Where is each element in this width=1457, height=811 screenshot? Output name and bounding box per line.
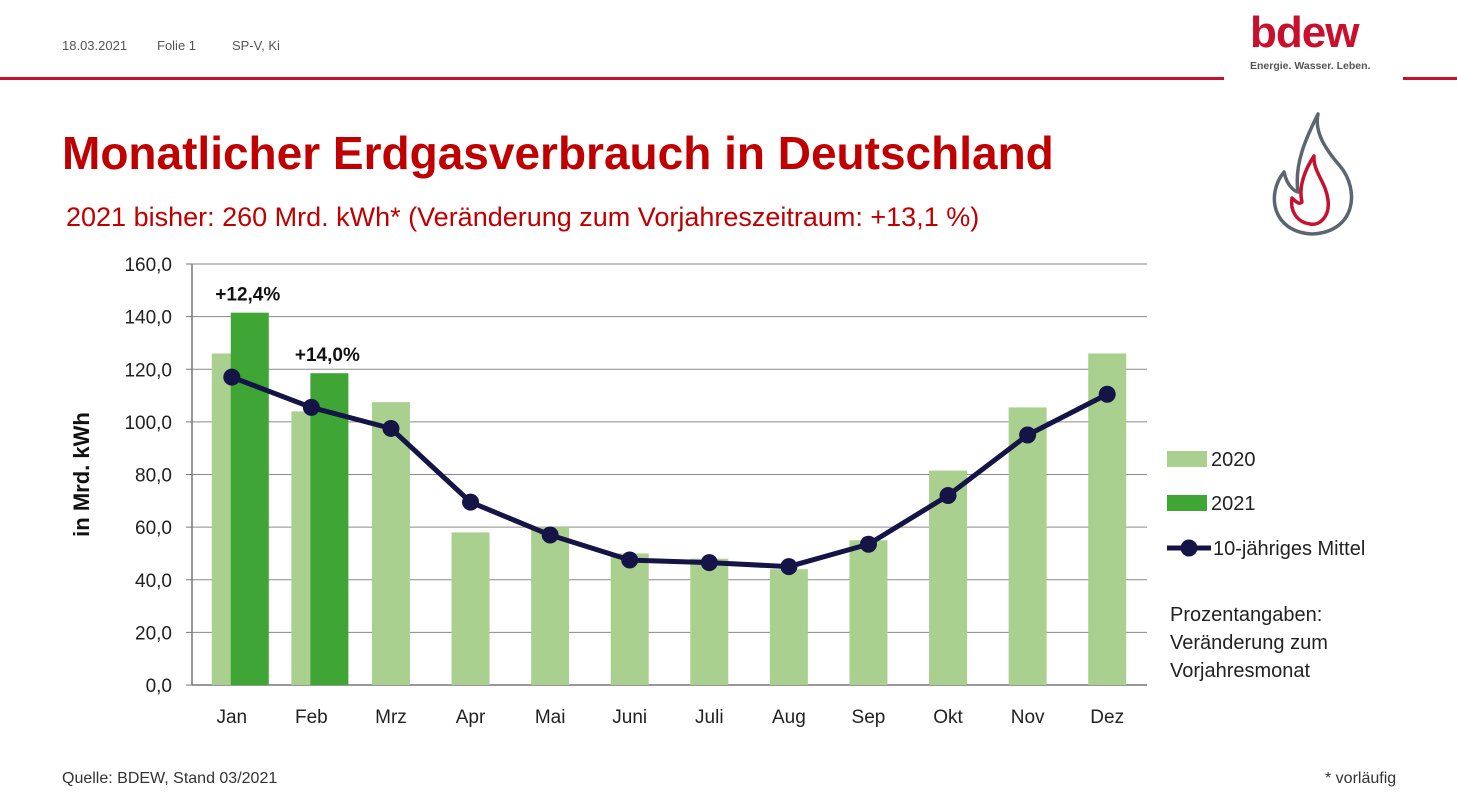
consumption-chart: 0,0 20,0 40,0 60,0 80,0 100,0 120,0 140,0 160,0 i… [69,255,1365,728]
bar-2021 [310,373,349,685]
bar-2020 [451,532,490,685]
legend-line-marker [1180,539,1198,557]
x-tick-label: Sep [852,707,886,728]
chart-grid [186,263,1147,686]
legend-label: 2021 [1211,493,1256,515]
note-line: Vorjahresmonat [1170,660,1311,682]
y-tick-label: 80,0 [135,466,172,487]
logo-tagline: Energie. Wasser. Leben. [1250,60,1371,72]
line-point [1019,426,1037,444]
line-point [382,419,400,437]
chart-bars [211,312,1127,685]
y-axis-title: in Mrd. kWh [69,412,94,537]
y-tick-label: 20,0 [135,623,172,644]
bar-2020 [531,527,570,685]
y-tick-label: 60,0 [135,518,172,539]
line-point [700,554,718,572]
bar-2020 [769,569,808,685]
line-point [223,368,241,386]
chart-line [223,368,1116,576]
bar-2020 [610,553,649,685]
y-tick-label: 140,0 [124,308,172,329]
y-tick-label: 40,0 [135,571,172,592]
page-subtitle: 2021 bisher: 260 Mrd. kWh* (Veränderung … [66,202,980,232]
x-tick-label: Mai [535,707,566,728]
x-tick-label: Feb [295,707,328,728]
bar-2020 [1088,353,1127,685]
slide-author: SP-V, Ki [232,38,280,53]
bar-2020 [929,470,968,685]
bar-2021 [230,312,269,685]
x-tick-label: Nov [1011,707,1045,728]
note-line: Veränderung zum [1170,632,1328,654]
x-tick-label: Apr [456,707,486,728]
y-tick-label: 0,0 [146,676,172,697]
gas-flame-icon [1272,112,1354,236]
line-point [462,493,480,511]
y-tick-label: 100,0 [124,413,172,434]
header-rule-right [1403,77,1457,80]
logo-wordmark: bdew [1250,8,1359,57]
x-tick-label: Jan [216,707,247,728]
percent-note: Prozentangaben: Veränderung zum Vorjahre… [1170,601,1328,685]
y-tick-label: 160,0 [124,255,172,276]
line-point [302,398,320,416]
bar-2020 [690,558,729,685]
y-tick-label: 120,0 [124,360,172,381]
x-tick-label: Juni [612,707,647,728]
x-tick-label: Aug [772,707,806,728]
legend-swatch-2021 [1167,495,1207,511]
line-point [1098,385,1116,403]
line-point [859,535,877,553]
line-point [780,558,798,576]
chart-labels: 0,0 20,0 40,0 60,0 80,0 100,0 120,0 140,0 160,0 i… [69,255,1124,728]
line-point [621,551,639,569]
x-tick-label: Mrz [375,707,407,728]
x-tick-label: Juli [695,707,724,728]
bar-annotation: +12,4% [215,285,280,306]
source-note: Quelle: BDEW, Stand 03/2021 [62,770,278,787]
line-point [939,487,957,505]
chart-legend: 2020 2021 10-jähriges Mittel [1167,449,1365,560]
bar-annotation: +14,0% [295,345,360,366]
bar-2020 [371,402,410,685]
note-line: Prozentangaben: [1170,604,1323,626]
legend-swatch-2020 [1167,451,1207,467]
bdew-logo: bdew Energie. Wasser. Leben. [1250,8,1380,73]
bar-2020 [1008,407,1047,685]
slide-number: Folie 1 [157,38,197,53]
legend-label: 2020 [1211,449,1256,471]
legend-label: 10-jähriges Mittel [1213,538,1365,560]
header-rule-left [0,77,1224,80]
page-title: Monatlicher Erdgasverbrauch in Deutschla… [62,127,1054,179]
x-tick-label: Okt [933,707,963,728]
slide-date: 18.03.2021 [62,38,128,53]
footnote: * vorläufig [1325,770,1397,787]
x-tick-label: Dez [1090,707,1124,728]
bar-2020 [849,540,888,685]
line-10yr-mean [230,374,1109,570]
line-point [541,526,559,544]
